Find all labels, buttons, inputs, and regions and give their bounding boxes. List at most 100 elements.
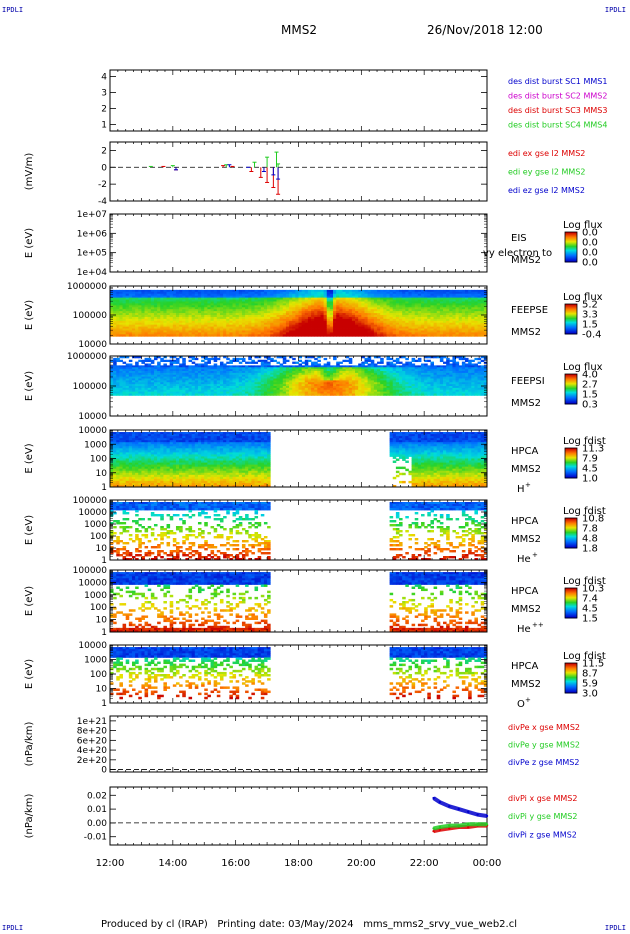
feepse-panel-pixel <box>110 332 114 335</box>
feepse-panel-pixel <box>166 295 171 298</box>
feepse-panel-pixel <box>383 313 387 316</box>
feepse-panel-pixel <box>395 326 400 329</box>
feepse-panel-pixel <box>399 318 403 322</box>
feepsi-panel-pixel <box>119 376 123 379</box>
feepsi-panel-pixel <box>191 374 196 378</box>
feepse-panel-pixel <box>361 309 365 312</box>
feepsi-panel-pixel <box>298 365 303 368</box>
feepse-panel-pixel <box>153 311 158 314</box>
feepse-panel-pixel <box>311 291 315 295</box>
feepse-panel-pixel <box>417 301 422 304</box>
feepse-panel-pixel <box>307 297 312 300</box>
feepse-panel-pixel <box>125 305 130 308</box>
feepse-panel-pixel <box>166 318 171 322</box>
feepse-panel-pixel <box>364 305 369 308</box>
feepse-panel-pixel <box>248 303 252 306</box>
feepsi-panel-pixel <box>138 374 142 378</box>
feepse-panel-pixel <box>424 297 428 300</box>
feepse-panel-pixel <box>141 301 145 304</box>
feepse-panel-pixel <box>157 316 161 320</box>
feepse-panel-pixel <box>116 330 120 333</box>
feepsi-panel-pixel <box>251 378 255 381</box>
feepse-panel-pixel <box>364 315 369 318</box>
feepse-panel-pixel <box>364 320 369 324</box>
feepse-panel-pixel <box>241 299 246 302</box>
feepse-panel-pixel <box>238 293 243 297</box>
feepse-panel-pixel <box>430 305 434 308</box>
feepse-panel-pixel <box>373 289 378 293</box>
feepse-panel-pixel <box>197 293 202 297</box>
feepse-panel-pixel <box>216 303 221 306</box>
feepse-panel-pixel <box>370 299 375 302</box>
feepse-panel-pixel <box>238 316 243 320</box>
feepsi-panel-pixel <box>163 367 167 370</box>
feepsi-panel-pixel <box>336 374 340 378</box>
feepse-panel-pixel <box>314 326 318 329</box>
feepse-panel-pixel <box>113 330 117 333</box>
feepse-panel-pixel <box>238 326 243 329</box>
feepse-panel-pixel <box>439 320 444 324</box>
feepse-panel-pixel <box>226 297 230 300</box>
feepse-panel-pixel <box>389 291 394 295</box>
feepse-panel-pixel <box>380 316 384 320</box>
feepse-panel-pixel <box>439 326 444 329</box>
feepse-panel-pixel <box>465 299 469 302</box>
feepse-panel-pixel <box>110 301 114 304</box>
feepse-panel-pixel <box>461 307 466 310</box>
feepsi-panel-pixel <box>125 356 130 359</box>
feepse-panel-pixel <box>314 309 318 312</box>
feepse-panel-pixel <box>150 334 155 337</box>
feepse-panel-pixel <box>201 311 205 314</box>
feepse-panel-pixel <box>125 309 130 312</box>
feepsi-panel-pixel <box>298 371 303 374</box>
feepse-panel-pixel <box>427 320 431 324</box>
feepse-panel-pixel <box>248 305 252 308</box>
feepse-panel-pixel <box>449 291 453 295</box>
feepse-panel-pixel <box>427 307 431 310</box>
feepsi-panel-pixel <box>194 372 199 376</box>
feepse-panel-pixel <box>119 291 123 295</box>
feepsi-panel-pixel <box>122 374 127 378</box>
feepsi-panel-pixel <box>219 389 224 393</box>
feepsi-panel-pixel <box>216 391 221 394</box>
feepse-panel-pixel <box>216 307 221 310</box>
feepse-panel-pixel <box>182 293 186 297</box>
feepse-panel-pixel <box>298 313 303 316</box>
feepse-panel-pixel <box>355 313 359 316</box>
feepse-panel-pixel <box>326 293 331 297</box>
feepsi-panel-pixel <box>138 386 142 389</box>
feepse-panel-pixel <box>342 320 347 324</box>
feepsi-panel-pixel <box>333 386 337 389</box>
feepse-panel-pixel <box>383 316 387 320</box>
feepse-panel-pixel <box>377 326 381 329</box>
feepse-panel-pixel <box>138 316 142 320</box>
feepse-panel-pixel <box>128 332 133 335</box>
feepse-panel-pixel <box>377 315 381 318</box>
feepse-panel-pixel <box>383 322 387 326</box>
feepsi-panel-pixel <box>150 372 155 376</box>
feepsi-panel-pixel <box>213 391 218 394</box>
feepsi-panel-pixel <box>157 384 161 387</box>
feepsi-panel-pixel <box>333 374 337 378</box>
feepse-panel-pixel <box>147 309 152 312</box>
feepse-panel-pixel <box>216 295 221 298</box>
feepse-panel-pixel <box>468 316 472 320</box>
feepse-panel-pixel <box>336 320 340 324</box>
feepsi-panel-pixel <box>169 386 174 389</box>
feepse-panel-pixel <box>141 320 145 324</box>
feepsi-panel-pixel <box>238 393 243 396</box>
feepse-panel-pixel <box>304 313 309 316</box>
feepse-panel-pixel <box>449 311 453 314</box>
feepse-panel-pixel <box>474 289 478 293</box>
feepsi-panel-pixel <box>131 393 136 396</box>
feepse-panel-pixel <box>329 315 334 318</box>
feepse-panel-pixel <box>232 320 237 324</box>
feepsi-panel-pixel <box>260 359 265 363</box>
feepse-panel-pixel <box>465 291 469 295</box>
feepse-panel-pixel <box>138 303 142 306</box>
feepse-panel-pixel <box>251 320 255 324</box>
feepse-panel-pixel <box>326 309 331 312</box>
feepse-panel-pixel <box>279 332 284 335</box>
feepse-panel-pixel <box>131 309 136 312</box>
feepse-panel-pixel <box>480 313 485 316</box>
